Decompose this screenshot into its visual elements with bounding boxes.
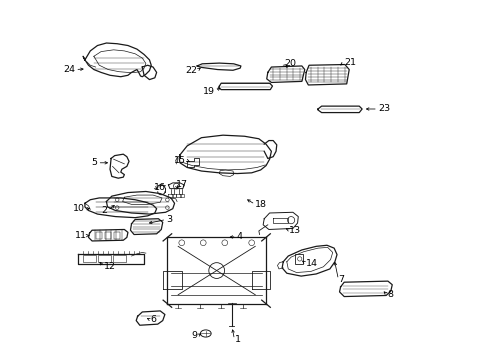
Text: 18: 18 <box>255 200 267 209</box>
Text: 10: 10 <box>73 204 85 213</box>
Bar <box>83 255 96 262</box>
Text: 22: 22 <box>185 66 197 75</box>
Bar <box>114 232 120 239</box>
Text: 16: 16 <box>154 183 166 192</box>
Text: 14: 14 <box>305 259 317 268</box>
Bar <box>98 255 111 262</box>
Text: 3: 3 <box>166 215 172 224</box>
Text: 8: 8 <box>386 290 392 299</box>
Text: 4: 4 <box>236 232 242 241</box>
Text: 7: 7 <box>338 275 344 284</box>
Bar <box>113 255 126 262</box>
Text: 11: 11 <box>75 231 86 240</box>
Bar <box>96 232 102 239</box>
Text: 17: 17 <box>175 180 187 189</box>
Text: 9: 9 <box>191 332 197 341</box>
Text: 24: 24 <box>63 65 75 74</box>
Text: 13: 13 <box>289 226 301 235</box>
Text: 2: 2 <box>102 206 107 215</box>
Text: 19: 19 <box>203 86 215 95</box>
Text: 6: 6 <box>150 315 156 324</box>
Text: 23: 23 <box>377 104 389 113</box>
Text: 1: 1 <box>234 335 240 344</box>
Text: 20: 20 <box>284 59 296 68</box>
Text: 5: 5 <box>91 158 97 167</box>
Text: 12: 12 <box>104 262 116 271</box>
Bar <box>105 232 111 239</box>
Text: 15: 15 <box>174 156 186 165</box>
Bar <box>295 253 303 264</box>
Text: 21: 21 <box>344 58 355 67</box>
